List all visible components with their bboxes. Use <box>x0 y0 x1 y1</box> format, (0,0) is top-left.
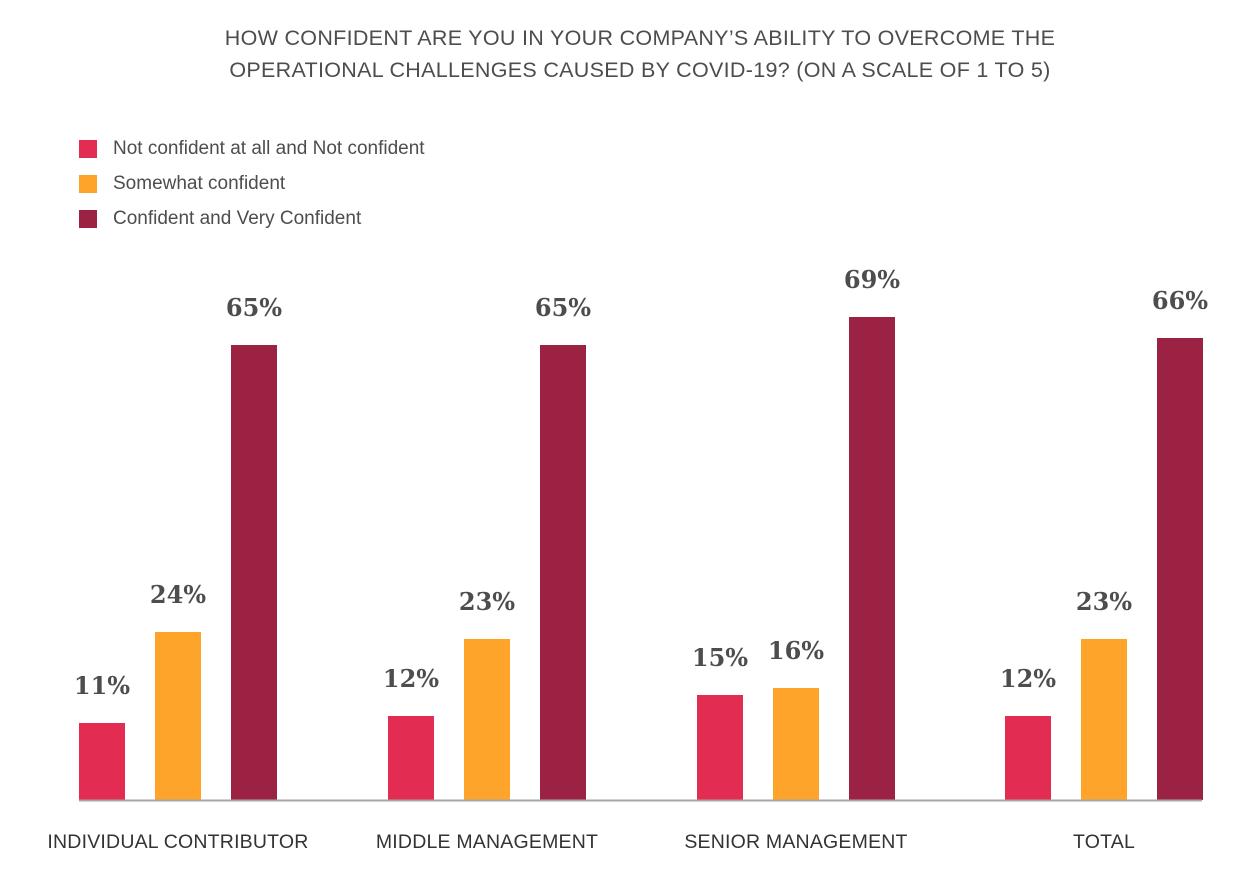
value-label-middle-management-confident-and-very-confident: 65% <box>535 293 591 322</box>
category-labels-group: INDIVIDUAL CONTRIBUTOR MIDDLE MANAGEMENT S… <box>47 831 1135 853</box>
bar-individual-contributor-not-confident-at-all-and-not-confident <box>79 723 125 800</box>
legend-item-somewhat-confident: Somewhat confident <box>79 166 425 201</box>
chart-title-line-1: HOW CONFIDENT ARE YOU IN YOUR COMPANY’S … <box>224 26 1056 50</box>
bar-senior-management-confident-and-very-confident <box>849 317 895 800</box>
legend-label-confident: Confident and Very Confident <box>113 207 362 229</box>
category-label-individual-contributor: INDIVIDUAL CONTRIBUTOR <box>47 831 308 853</box>
bars-group <box>79 317 1203 800</box>
value-label-individual-contributor-confident-and-very-confident: 65% <box>226 293 282 322</box>
value-label-total-not-confident-at-all-and-not-confident: 12% <box>1000 664 1056 693</box>
value-label-individual-contributor-somewhat-confident: 24% <box>150 580 206 609</box>
bar-senior-management-not-confident-at-all-and-not-confident <box>697 695 743 800</box>
legend-label-not-confident: Not confident at all and Not confident <box>113 137 425 159</box>
chart-title-line-2: OPERATIONAL CHALLENGES CAUSED BY COVID-1… <box>229 58 1051 82</box>
legend-swatch-not-confident <box>79 139 97 158</box>
bar-middle-management-somewhat-confident <box>464 639 510 800</box>
category-label-senior-management: SENIOR MANAGEMENT <box>684 831 907 853</box>
category-label-total: TOTAL <box>1073 831 1135 853</box>
bar-individual-contributor-somewhat-confident <box>155 632 201 800</box>
bar-middle-management-confident-and-very-confident <box>540 345 586 800</box>
value-label-middle-management-somewhat-confident: 23% <box>459 587 515 616</box>
category-label-middle-management: MIDDLE MANAGEMENT <box>376 831 598 853</box>
legend-swatch-confident <box>79 209 97 228</box>
value-label-senior-management-somewhat-confident: 16% <box>768 636 824 665</box>
legend-item-not-confident: Not confident at all and Not confident <box>79 131 425 166</box>
bar-total-confident-and-very-confident <box>1157 338 1203 800</box>
value-label-middle-management-not-confident-at-all-and-not-confident: 12% <box>383 664 439 693</box>
legend-label-somewhat-confident: Somewhat confident <box>113 172 286 194</box>
value-label-total-somewhat-confident: 23% <box>1076 587 1132 616</box>
bar-total-not-confident-at-all-and-not-confident <box>1005 716 1051 800</box>
bar-middle-management-not-confident-at-all-and-not-confident <box>388 716 434 800</box>
legend-swatch-somewhat-confident <box>79 174 97 193</box>
value-labels-group: 11% 24% 65% 12% 23% 65% 15% 16% 69% 12% 23% 66% <box>74 265 1208 700</box>
value-label-total-confident-and-very-confident: 66% <box>1152 286 1208 315</box>
bar-total-somewhat-confident <box>1081 639 1127 800</box>
legend: Not confident at all and Not confident S… <box>79 131 425 236</box>
chart-title: HOW CONFIDENT ARE YOU IN YOUR COMPANY’S … <box>0 22 1250 86</box>
bar-individual-contributor-confident-and-very-confident <box>231 345 277 800</box>
value-label-senior-management-not-confident-at-all-and-not-confident: 15% <box>692 643 748 672</box>
bar-senior-management-somewhat-confident <box>773 688 819 800</box>
value-label-individual-contributor-not-confident-at-all-and-not-confident: 11% <box>74 671 130 700</box>
value-label-senior-management-confident-and-very-confident: 69% <box>844 265 900 294</box>
legend-item-confident: Confident and Very Confident <box>79 201 425 236</box>
